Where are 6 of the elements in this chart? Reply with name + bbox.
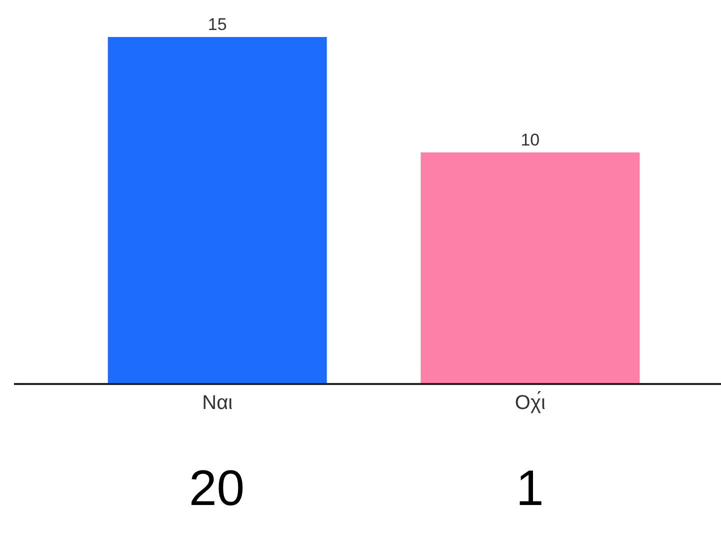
- data-label: 15: [208, 15, 227, 34]
- text: 1: [516, 460, 544, 516]
- data-label: 10: [520, 130, 540, 150]
- x-tick-label: Οχ́ι: [514, 391, 546, 414]
- text: 20: [189, 460, 245, 516]
- x-tick-label: Ναι: [202, 392, 233, 414]
